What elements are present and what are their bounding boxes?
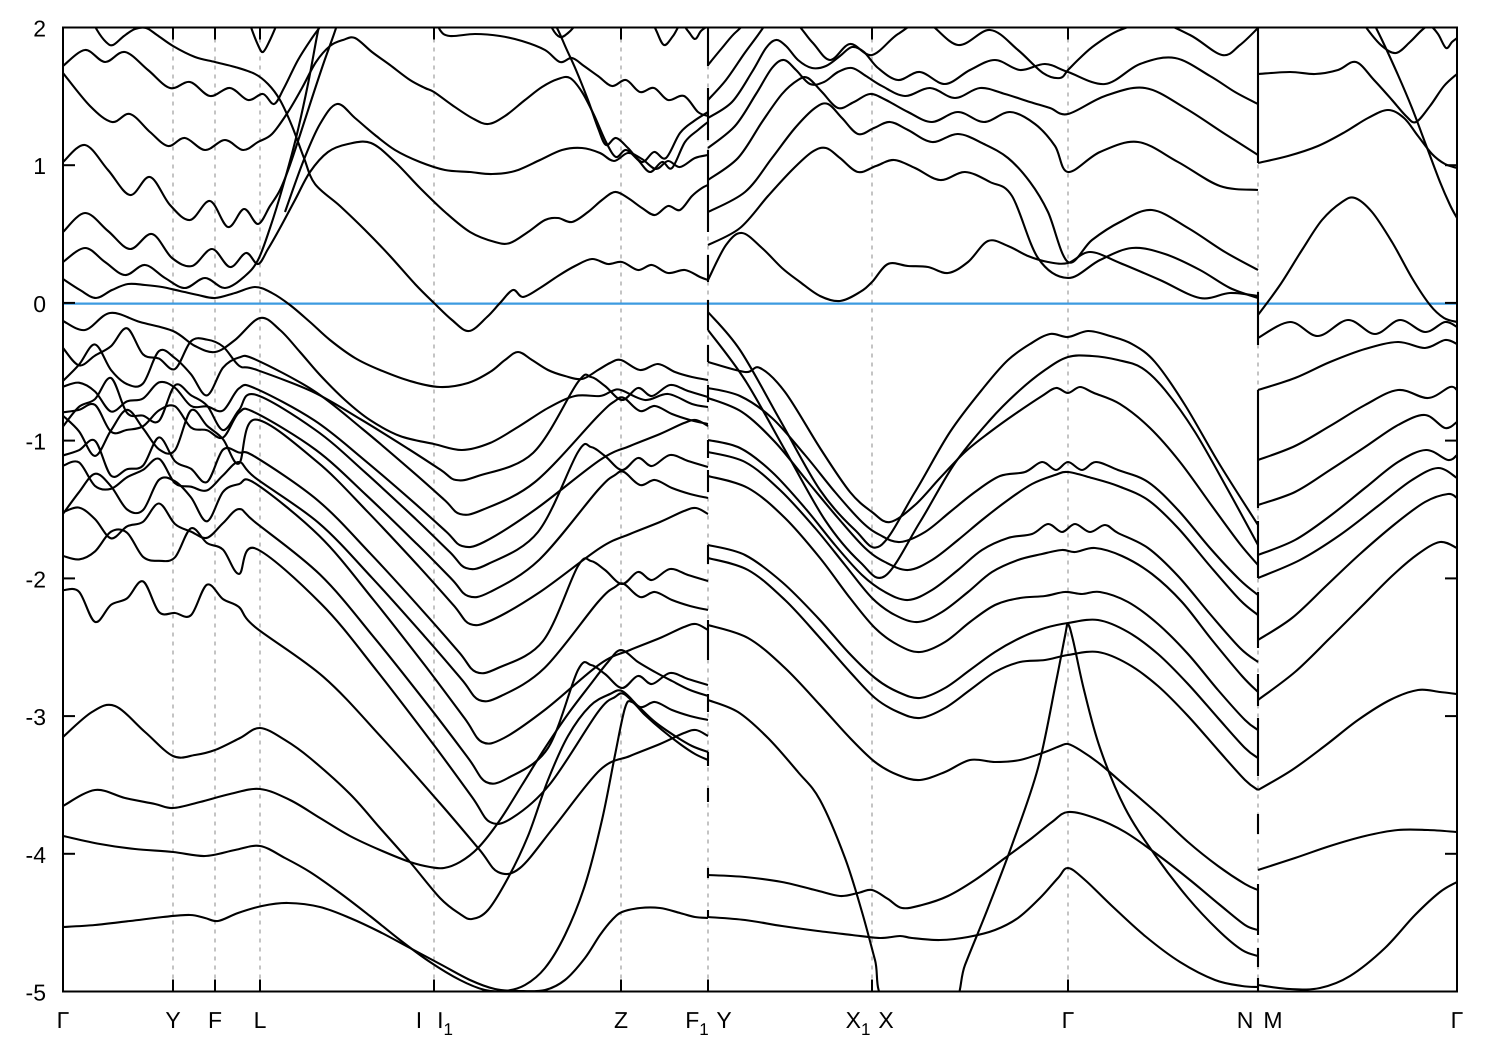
svg-text:Γ: Γ — [57, 1007, 70, 1033]
svg-text:M: M — [1263, 1007, 1282, 1033]
svg-text:0: 0 — [33, 291, 46, 317]
svg-text:L: L — [254, 1007, 267, 1033]
svg-text:Γ: Γ — [1062, 1007, 1075, 1033]
svg-text:F: F — [208, 1007, 222, 1033]
svg-text:-2: -2 — [26, 566, 46, 592]
svg-text:-4: -4 — [26, 842, 47, 868]
svg-text:1: 1 — [33, 153, 46, 179]
svg-text:Y: Y — [165, 1007, 180, 1033]
svg-text:X: X — [878, 1007, 893, 1033]
svg-text:2: 2 — [33, 16, 46, 42]
svg-text:-1: -1 — [26, 429, 46, 455]
svg-text:Z: Z — [614, 1007, 628, 1033]
svg-text:N: N — [1237, 1007, 1254, 1033]
svg-text:Y: Y — [716, 1007, 731, 1033]
svg-text:-3: -3 — [26, 704, 46, 730]
svg-text:-5: -5 — [26, 980, 46, 1006]
svg-text:Γ: Γ — [1451, 1007, 1464, 1033]
svg-text:I: I — [416, 1007, 422, 1033]
